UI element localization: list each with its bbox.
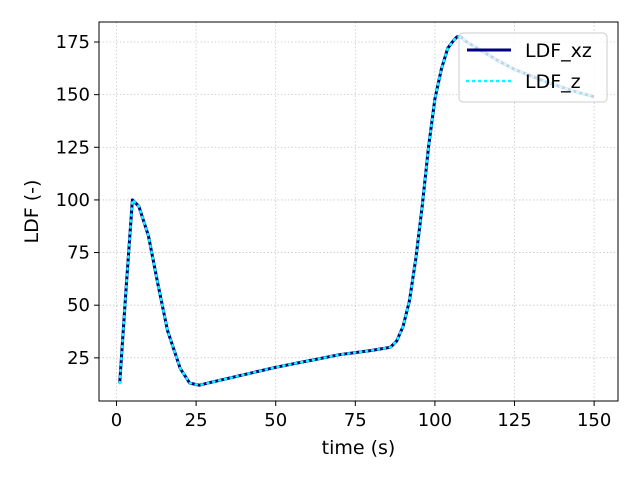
legend-label-1: LDF_z (525, 71, 581, 93)
x-tick-label: 50 (264, 410, 287, 431)
ticks: 0 25 50 75 100 125 150 25 50 75 100 125 150 175 (56, 32, 612, 431)
legend-label-0: LDF_xz (525, 40, 592, 62)
y-tick-label: 100 (56, 190, 90, 211)
x-tick-label: 75 (344, 410, 367, 431)
y-tick-label: 125 (56, 137, 90, 158)
legend: LDF_xz LDF_z (458, 32, 608, 103)
x-tick-label: 150 (577, 410, 611, 431)
x-axis-label: time (s) (322, 437, 396, 459)
y-tick-label: 25 (67, 348, 90, 369)
y-axis-label: LDF (-) (21, 180, 43, 244)
y-tick-label: 150 (56, 85, 90, 106)
y-tick-label: 75 (67, 243, 90, 264)
y-tick-label: 50 (67, 295, 90, 316)
x-tick-label: 25 (185, 410, 208, 431)
x-tick-label: 0 (111, 410, 122, 431)
y-tick-label: 175 (56, 32, 90, 53)
grid (99, 22, 618, 401)
x-tick-label: 100 (418, 410, 452, 431)
x-tick-label: 125 (497, 410, 531, 431)
plot-frame (98, 21, 619, 402)
